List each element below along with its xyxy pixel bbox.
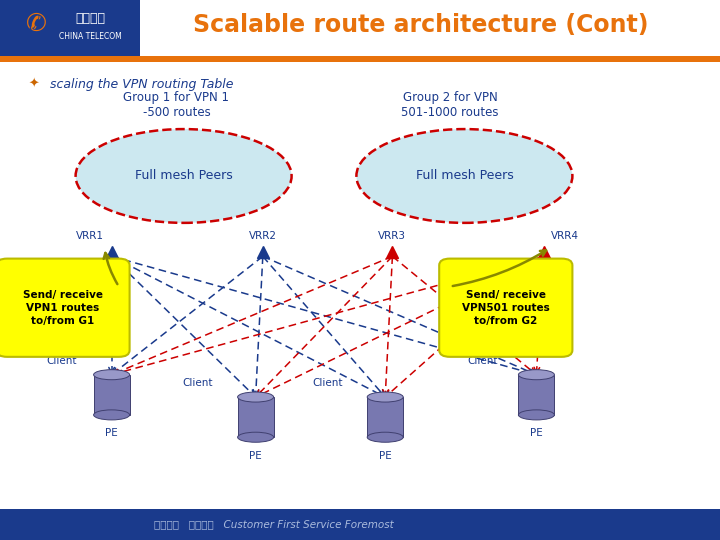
FancyBboxPatch shape [0,259,130,357]
FancyBboxPatch shape [0,509,720,540]
FancyBboxPatch shape [0,0,140,62]
Text: CHINA TELECOM: CHINA TELECOM [58,31,122,40]
Text: PE: PE [379,450,392,461]
FancyBboxPatch shape [94,375,130,415]
FancyBboxPatch shape [238,397,274,437]
Text: Client: Client [46,356,76,366]
Text: 中国电信: 中国电信 [75,12,105,25]
Ellipse shape [94,410,130,420]
Ellipse shape [367,392,403,402]
Text: Send/ receive
VPN501 routes
to/from G2: Send/ receive VPN501 routes to/from G2 [462,289,549,326]
Text: scaling the VPN routing Table: scaling the VPN routing Table [50,78,234,91]
FancyBboxPatch shape [0,0,720,62]
Text: PE: PE [105,428,118,438]
Text: VRR4: VRR4 [551,231,579,241]
Ellipse shape [356,129,572,223]
FancyBboxPatch shape [439,259,572,357]
Text: ✆: ✆ [25,11,47,36]
FancyBboxPatch shape [367,397,403,437]
Text: Client: Client [312,378,343,388]
Text: VRR3: VRR3 [379,231,406,241]
Text: Group 2 for VPN
501-1000 routes: Group 2 for VPN 501-1000 routes [401,91,499,119]
Ellipse shape [238,392,274,402]
Ellipse shape [76,129,292,223]
Text: VRR1: VRR1 [76,231,104,241]
Text: Client: Client [183,378,213,388]
Text: ✦: ✦ [29,78,40,91]
Ellipse shape [238,432,274,442]
FancyBboxPatch shape [0,56,720,62]
Ellipse shape [94,370,130,380]
Text: Full mesh Peers: Full mesh Peers [415,170,513,183]
Text: Client: Client [467,356,498,366]
Text: Full mesh Peers: Full mesh Peers [135,170,233,183]
Text: PE: PE [530,428,543,438]
Ellipse shape [518,370,554,380]
Text: Send/ receive
VPN1 routes
to/from G1: Send/ receive VPN1 routes to/from G1 [23,289,103,326]
Text: Scalable route architecture (Cont): Scalable route architecture (Cont) [194,13,649,37]
Ellipse shape [518,410,554,420]
Text: VRR2: VRR2 [249,231,276,241]
Text: Group 1 for VPN 1
-500 routes: Group 1 for VPN 1 -500 routes [123,91,230,119]
Text: 用户至上   用心服务   Customer First Service Foremost: 用户至上 用心服务 Customer First Service Foremos… [154,519,393,529]
Ellipse shape [367,432,403,442]
Text: PE: PE [249,450,262,461]
FancyBboxPatch shape [518,375,554,415]
